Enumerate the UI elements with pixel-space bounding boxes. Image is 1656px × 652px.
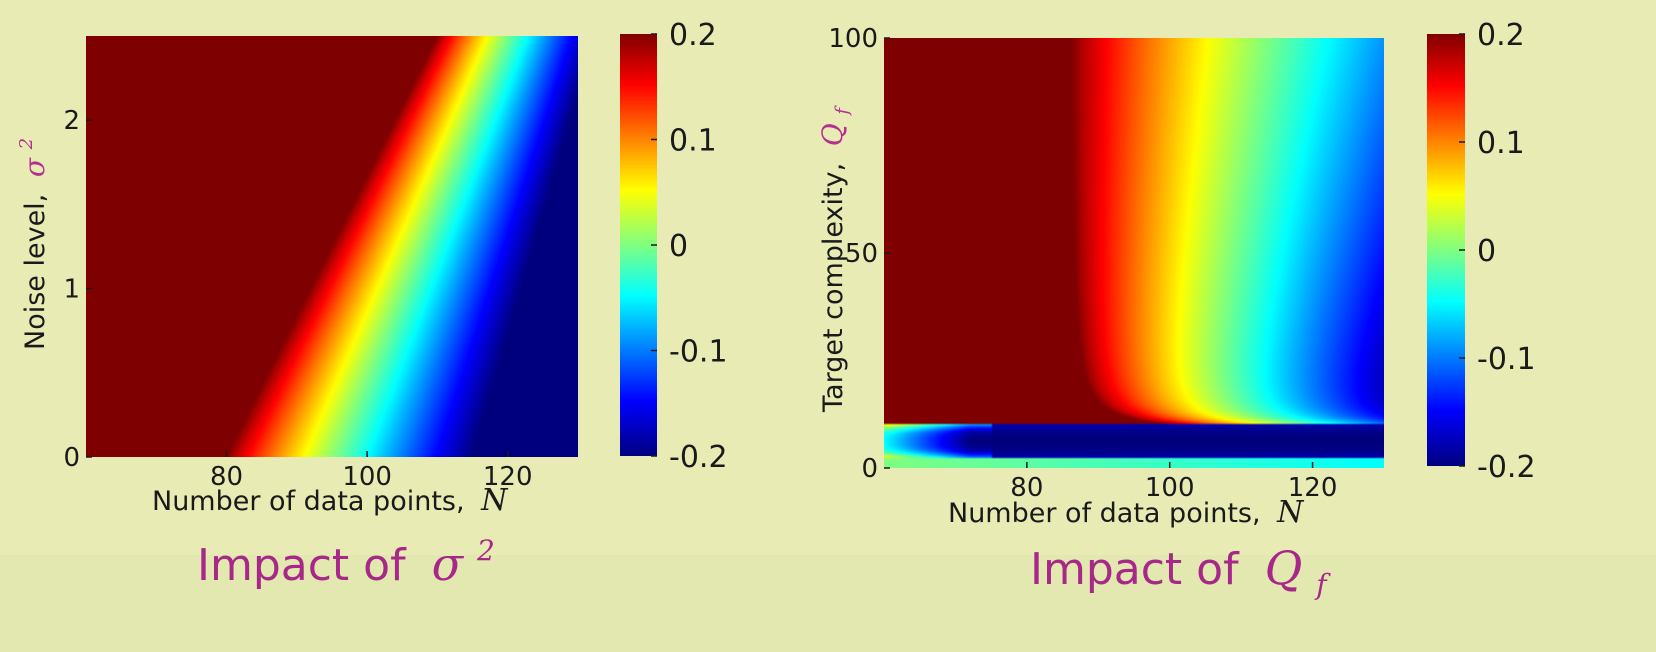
- left-ylabel-symbol: σ: [18, 157, 51, 177]
- y-tick-label: 100: [828, 24, 878, 54]
- right-xlabel-text: Number of data points,: [948, 498, 1261, 529]
- left-ylabel-superscript: 2: [16, 138, 37, 150]
- x-tick-label: 120: [483, 462, 533, 492]
- right-caption: Impact of Q f: [1030, 541, 1331, 601]
- y-tick-label: 0: [63, 443, 80, 473]
- colorbar-left-ticks: 0.2 0.1 0 -0.1 -0.2: [651, 18, 728, 475]
- x-tick-label: 80: [1010, 473, 1043, 503]
- colorbar-right: [1427, 34, 1465, 466]
- colorbar-tick-label: -0.1: [1477, 342, 1536, 377]
- left-xlabel-symbol: N: [480, 483, 509, 518]
- heatmap-image-right: [884, 38, 1384, 468]
- right-caption-subscript: f: [1314, 568, 1331, 601]
- right-ylabel-subscript: f: [832, 105, 853, 117]
- colorbar-tick-label: 0.2: [669, 18, 717, 53]
- left-caption-symbol: σ: [432, 537, 465, 591]
- left-yticks: 0 1 2: [63, 106, 92, 473]
- left-caption-text: Impact of: [197, 540, 407, 591]
- colorbar-tick-label: 0: [669, 229, 688, 264]
- right-xlabel-symbol: N: [1276, 495, 1305, 530]
- colorbar-tick-label: 0.1: [669, 124, 717, 159]
- right-xlabel: Number of data points, N: [948, 495, 1305, 530]
- y-tick-label: 50: [845, 239, 878, 269]
- left-caption-superscript: 2: [476, 534, 495, 567]
- x-tick-label: 100: [1145, 473, 1195, 503]
- left-ylabel-text: Noise level,: [20, 194, 51, 350]
- left-caption: Impact of σ 2: [197, 534, 495, 591]
- left-ylabel: Noise level, σ 2: [16, 138, 51, 350]
- left-heatmap: [86, 36, 578, 457]
- colorbar-tick-label: 0: [1477, 234, 1496, 269]
- right-ylabel-symbol: Q: [816, 123, 849, 146]
- colorbar-left: [620, 34, 657, 456]
- colorbar-right-ticks: 0.2 0.1 0 -0.1 -0.2: [1459, 18, 1536, 485]
- right-yticks: 0 50 100: [828, 24, 890, 484]
- y-tick-label: 0: [861, 454, 878, 484]
- colorbar-tick-label: -0.2: [1477, 450, 1536, 485]
- colorbar-tick-label: 0.2: [1477, 18, 1525, 53]
- colorbar-tick-label: 0.1: [1477, 126, 1525, 161]
- right-caption-symbol: Q: [1265, 541, 1303, 595]
- x-tick-label: 100: [342, 462, 392, 492]
- right-ylabel: Target complexity, Q f: [816, 105, 853, 413]
- right-caption-text: Impact of: [1030, 544, 1240, 595]
- y-tick-label: 2: [63, 106, 80, 136]
- y-tick-label: 1: [63, 275, 80, 305]
- colorbar-tick-label: -0.1: [669, 335, 728, 370]
- left-xticks: 80 100 120: [210, 451, 533, 492]
- right-xticks: 80 100 120: [1010, 462, 1337, 503]
- bottom-band: [0, 555, 1656, 652]
- left-xlabel: Number of data points, N: [152, 483, 509, 518]
- left-xlabel-text: Number of data points,: [152, 486, 465, 517]
- colorbar-tick-label: -0.2: [669, 440, 728, 475]
- x-tick-label: 120: [1288, 473, 1338, 503]
- right-heatmap: [884, 38, 1384, 468]
- x-tick-label: 80: [210, 462, 243, 492]
- right-ylabel-text: Target complexity,: [818, 163, 849, 413]
- heatmap-image-left: [86, 36, 578, 457]
